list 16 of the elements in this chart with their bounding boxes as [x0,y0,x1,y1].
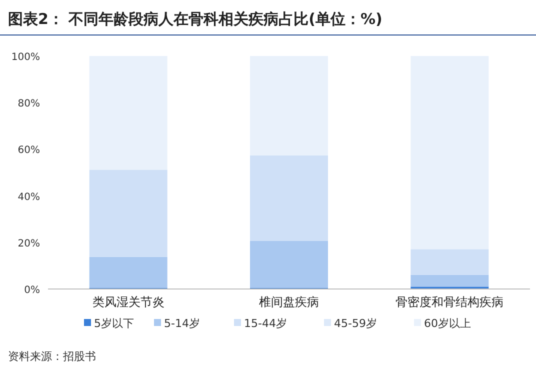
y-tick-label: 60% [18,145,40,156]
legend-label: 45-59岁 [334,317,377,330]
legend-label: 5-14岁 [164,317,200,330]
legend-label: 5岁以下 [94,317,134,330]
x-tick-label: 骨密度和骨结构疾病 [396,295,504,309]
y-tick-label: 0% [24,285,40,296]
text: 资料来源：招股书 [8,350,96,363]
chart-title: 图表2： 不同年龄段病人在骨科相关疾病占比(单位：%) [8,10,382,28]
y-tick-label: 100% [11,52,40,63]
x-tick-label: 类风湿关节炎 [92,295,164,309]
y-tick-label: 40% [18,192,40,203]
legend-label: 60岁以上 [424,317,471,330]
x-tick-label: 椎间盘疾病 [259,295,319,309]
y-tick-label: 20% [18,238,40,250]
y-tick-label: 80% [18,98,40,110]
legend-label: 15-44岁 [244,317,287,330]
